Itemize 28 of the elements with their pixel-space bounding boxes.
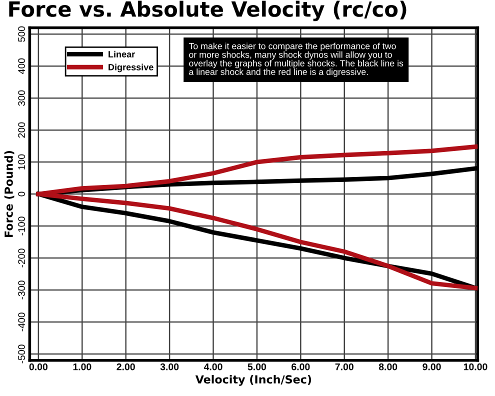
x-tick-label: 7.00	[335, 363, 354, 370]
legend-label: Digressive	[108, 64, 154, 72]
y-tick-label: 200	[18, 122, 25, 138]
legend-label: Linear	[108, 50, 135, 58]
y-tick-label: -100	[18, 216, 25, 236]
x-tick-label: 4.00	[204, 363, 222, 370]
x-tick-label: 5.00	[248, 363, 266, 370]
y-tick-label: -300	[18, 280, 25, 300]
y-tick-label: 0	[18, 192, 25, 196]
y-tick-label: 300	[18, 90, 25, 106]
y-axis-title: Force (Pound)	[4, 151, 14, 237]
x-tick-label: 10.00	[464, 363, 488, 370]
x-tick-label: 3.00	[160, 363, 179, 370]
x-tick-label: 9.00	[422, 363, 441, 370]
y-tick-label: -200	[18, 248, 25, 268]
y-tick-label: -400	[18, 312, 25, 332]
x-axis-title: Velocity (Inch/Sec)	[195, 374, 312, 386]
chart-title: Force vs. Absolute Velocity (rc/co)	[9, 0, 406, 22]
x-tick-label: 1.00	[73, 363, 92, 370]
y-tick-label: -500	[18, 344, 25, 364]
y-tick-label: 100	[18, 154, 25, 170]
x-tick-label: 8.00	[378, 363, 398, 370]
annotation: To make it easier to compare the performance of two or more shocks, many shock dynos will allow you to overlay the graphs of multiple shocks. The black line is a linear shock and the red line is a digressive.	[188, 42, 404, 77]
x-tick-label: 6.00	[292, 363, 310, 370]
x-tick-label: 0.00	[29, 363, 48, 370]
x-tick-label: 2.00	[116, 363, 135, 370]
y-tick-label: 400	[18, 58, 25, 74]
y-tick-label: 500	[18, 26, 25, 42]
